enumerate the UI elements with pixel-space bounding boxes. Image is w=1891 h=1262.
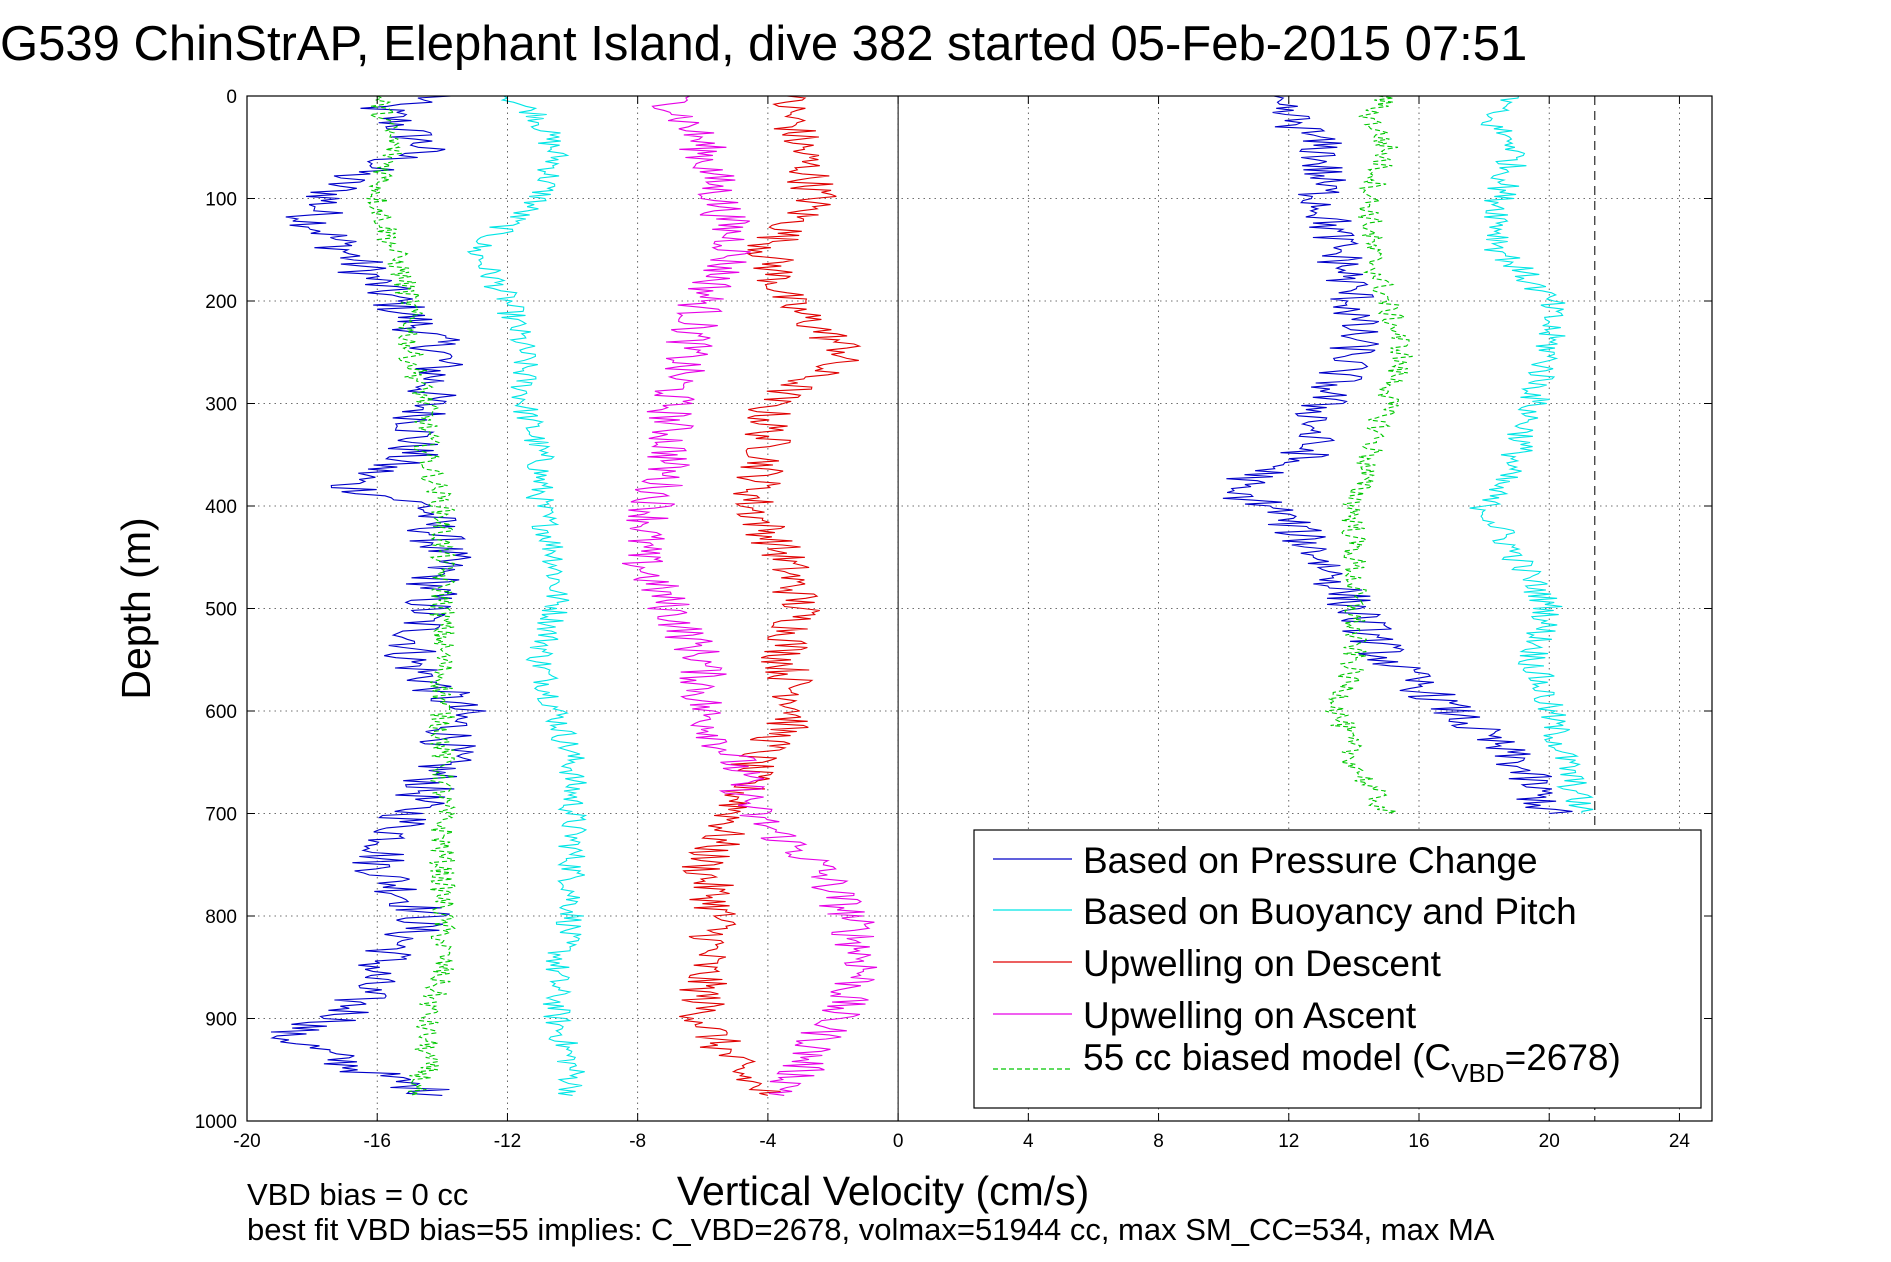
series-model-down xyxy=(366,95,457,1096)
y-tick-label-5: 500 xyxy=(205,600,237,621)
y-tick-label-1: 100 xyxy=(205,190,237,211)
y-tick-label-9: 900 xyxy=(205,1010,237,1031)
x-tick-label-2: -12 xyxy=(494,1131,521,1152)
chart-title: G539 ChinStrAP, Elephant Island, dive 38… xyxy=(0,17,1527,71)
series-buoyancy-up xyxy=(1469,95,1594,814)
y-tick-label-8: 800 xyxy=(205,907,237,928)
series-buoyancy-down xyxy=(466,95,588,1096)
x-tick-label-4: -4 xyxy=(759,1131,776,1152)
series-layer xyxy=(270,95,1594,1096)
y-tick-label-6: 600 xyxy=(205,702,237,723)
x-tick-label-9: 16 xyxy=(1408,1131,1429,1152)
footer-vbd-bias: VBD bias = 0 cc xyxy=(247,1177,468,1212)
legend-label-ascent: Upwelling on Ascent xyxy=(1083,995,1417,1036)
x-tick-label-6: 4 xyxy=(1023,1131,1034,1152)
axis-ticks: -20 -16 -12 -8 -4 0 4 8 12 16 20 24 0 100 200 300 400 500… xyxy=(195,87,1712,1152)
y-tick-label-4: 400 xyxy=(205,497,237,518)
x-tick-label-7: 8 xyxy=(1153,1131,1164,1152)
footer-best-fit: best fit VBD bias=55 implies: C_VBD=2678… xyxy=(247,1212,1495,1247)
legend-label-buoyancy: Based on Buoyancy and Pitch xyxy=(1083,891,1577,932)
y-tick-label-10: 1000 xyxy=(195,1112,237,1133)
x-tick-label-0: -20 xyxy=(233,1131,260,1152)
series-pressure-up xyxy=(1222,95,1573,815)
series-ascent xyxy=(621,95,878,1096)
y-tick-label-0: 0 xyxy=(226,87,237,108)
x-tick-label-3: -8 xyxy=(629,1131,646,1152)
x-tick-label-10: 20 xyxy=(1539,1131,1560,1152)
legend: Based on Pressure Change Based on Buoyanc… xyxy=(973,829,1702,1109)
legend-box xyxy=(973,829,1702,1109)
y-axis-label: Depth (m) xyxy=(113,517,159,699)
x-axis-label: Vertical Velocity (cm/s) xyxy=(677,1168,1089,1214)
series-pressure-down xyxy=(270,95,487,1096)
series-model-up xyxy=(1325,95,1413,815)
y-tick-label-2: 200 xyxy=(205,292,237,313)
reference-lines xyxy=(897,96,1596,1121)
x-tick-label-1: -16 xyxy=(363,1131,390,1152)
legend-label-pressure: Based on Pressure Change xyxy=(1083,840,1538,881)
x-tick-label-5: 0 xyxy=(893,1131,904,1152)
y-tick-label-7: 700 xyxy=(205,805,237,826)
x-tick-label-8: 12 xyxy=(1278,1131,1299,1152)
series-descent xyxy=(679,95,862,1096)
y-tick-label-3: 300 xyxy=(205,395,237,416)
x-tick-label-11: 24 xyxy=(1669,1131,1691,1152)
legend-label-descent: Upwelling on Descent xyxy=(1083,943,1442,984)
